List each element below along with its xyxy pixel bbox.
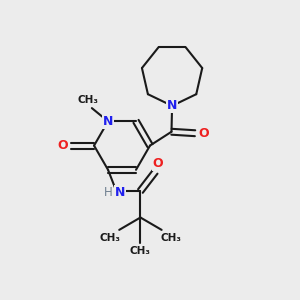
Text: N: N: [115, 186, 125, 199]
Text: O: O: [58, 139, 68, 152]
Text: CH₃: CH₃: [160, 233, 182, 243]
Text: O: O: [153, 158, 164, 170]
Text: N: N: [103, 115, 113, 128]
Text: O: O: [198, 127, 208, 140]
Text: CH₃: CH₃: [78, 95, 99, 105]
Text: CH₃: CH₃: [99, 233, 120, 243]
Text: H: H: [104, 186, 112, 199]
Text: N: N: [167, 99, 177, 112]
Text: CH₃: CH₃: [130, 246, 151, 256]
